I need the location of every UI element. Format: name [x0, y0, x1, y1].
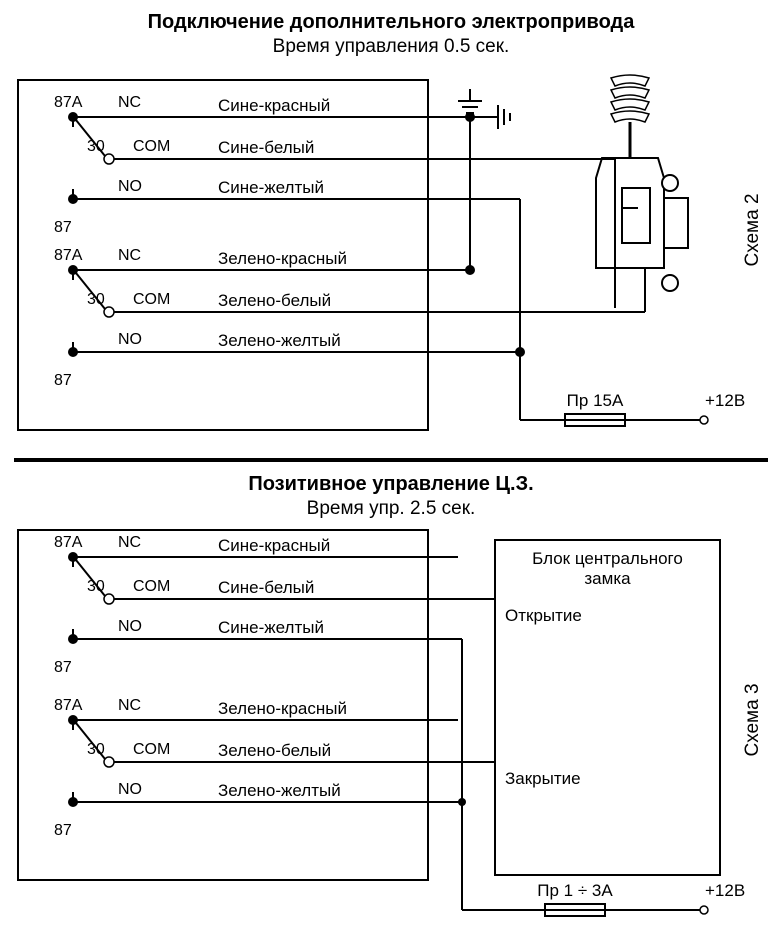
wire-label: Зелено-красный [218, 249, 347, 268]
wire-label: Сине-белый [218, 578, 314, 597]
pin-87a: 87A [54, 247, 83, 264]
power-label: +12В [705, 391, 745, 410]
diagram-shape [664, 198, 688, 248]
fuse-label-3: Пр 1 ÷ 3А [537, 881, 613, 900]
pin-com: COM [133, 291, 170, 308]
pin-87: 87 [54, 219, 72, 236]
schema2-title: Подключение дополнительного электроприво… [148, 11, 636, 33]
schema3-subtitle: Время упр. 2.5 сек. [307, 498, 476, 519]
pin-com: COM [133, 741, 170, 758]
wire-label: Сине-красный [218, 536, 330, 555]
diagram-shape [662, 175, 678, 191]
schema3-side-label: Схема 3 [742, 683, 763, 756]
pin-no: NO [118, 178, 142, 195]
pin-87: 87 [54, 659, 72, 676]
diagram-shape [611, 87, 649, 98]
open-label: Открытие [505, 606, 582, 625]
diagram-shape [611, 111, 649, 122]
pin-87: 87 [54, 822, 72, 839]
wire-label: Сине-белый [218, 138, 314, 157]
diagram-shape [465, 265, 475, 275]
wire-label: Зелено-белый [218, 291, 331, 310]
pin-nc: NC [118, 94, 141, 111]
pin-com: COM [133, 138, 170, 155]
diagram-shape [700, 416, 708, 424]
schema3-title: Позитивное управление Ц.З. [248, 473, 533, 495]
pin-no: NO [118, 618, 142, 635]
cz-title-1: Блок центрального [532, 549, 683, 568]
diagram-shape [700, 906, 708, 914]
pin-no: NO [118, 781, 142, 798]
wire-label: Сине-желтый [218, 618, 324, 637]
pin-87a: 87A [54, 697, 83, 714]
pin-nc: NC [118, 697, 141, 714]
diagram-shape [662, 275, 678, 291]
pin-com: COM [133, 578, 170, 595]
power-label-3: +12В [705, 881, 745, 900]
schema2-subtitle: Время управления 0.5 сек. [273, 36, 510, 57]
wire-label: Зелено-желтый [218, 781, 341, 800]
diagram-shape [495, 540, 720, 875]
diagram-shape [611, 99, 649, 110]
pin-87a: 87A [54, 534, 83, 551]
fuse-label: Пр 15А [567, 391, 624, 410]
schema2-side-label: Схема 2 [742, 193, 763, 266]
wire-label: Зелено-белый [218, 741, 331, 760]
wire-label: Сине-желтый [218, 178, 324, 197]
wire-label: Сине-красный [218, 96, 330, 115]
close-label: Закрытие [505, 769, 581, 788]
pin-87: 87 [54, 372, 72, 389]
pin-87a: 87A [54, 94, 83, 111]
cz-title-2: замка [584, 569, 631, 588]
diagram-shape [611, 75, 649, 86]
pin-nc: NC [118, 534, 141, 551]
diagram-shape [622, 188, 650, 243]
wire-label: Зелено-красный [218, 699, 347, 718]
pin-nc: NC [118, 247, 141, 264]
wire-label: Зелено-желтый [218, 331, 341, 350]
pin-no: NO [118, 331, 142, 348]
